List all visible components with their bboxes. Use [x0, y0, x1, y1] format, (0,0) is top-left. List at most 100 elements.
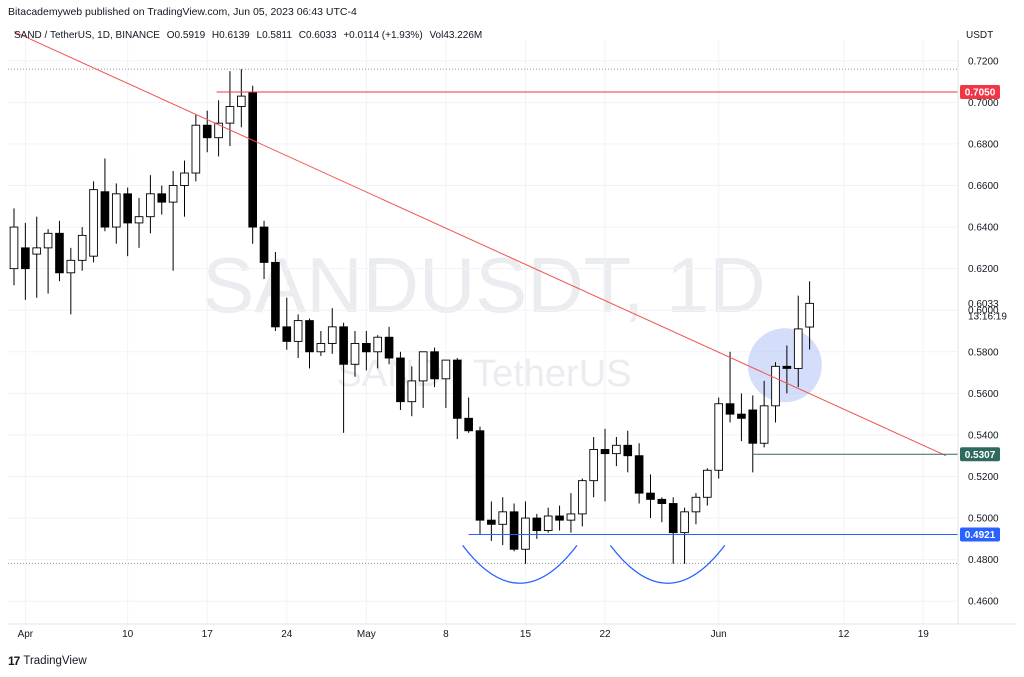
- candle-body: [168, 185, 178, 203]
- brand-name: TradingView: [23, 655, 87, 667]
- watermark-pair: SAND / TetherUS: [337, 353, 632, 395]
- price-tick-label: 0.5400: [968, 430, 999, 441]
- candle-body: [21, 247, 30, 270]
- high-label: H: [211, 30, 220, 41]
- candle-body: [634, 455, 644, 494]
- candle-body: [793, 328, 803, 369]
- footer-brand[interactable]: 17 TradingView: [8, 654, 87, 668]
- candle-body: [111, 193, 121, 228]
- bottom-arcs: [462, 544, 726, 584]
- time-axis[interactable]: Apr 10 17 24 May 8 15 22 Jun 12 19: [18, 629, 930, 640]
- time-tick-label: 17: [202, 629, 214, 640]
- symbol-name: SAND / TetherUS, 1D, BINANCE: [14, 30, 160, 41]
- support-low-level-label-bg: [960, 527, 1000, 542]
- candle-body: [521, 517, 530, 550]
- candle-body: [418, 351, 428, 382]
- candle-body: [680, 511, 689, 534]
- candle-body: [646, 492, 655, 500]
- watermark: SANDUSDT, 1D SAND / TetherUS: [202, 241, 765, 395]
- time-tick-label: 8: [443, 629, 449, 640]
- time-tick-label: 19: [918, 629, 930, 640]
- close-label: C: [298, 30, 306, 41]
- candle-body: [9, 226, 19, 270]
- open-label: O: [166, 30, 175, 41]
- price-axis[interactable]: 0.7200 0.7000 0.6800 0.6600 0.6400 0.6200 0.60…: [968, 56, 999, 607]
- candle-body: [316, 343, 326, 353]
- candle-body: [202, 124, 212, 139]
- candle-body: [498, 511, 508, 525]
- candle-body: [589, 449, 598, 482]
- candle-body: [89, 189, 98, 257]
- candle-body: [100, 191, 110, 228]
- candle-body: [66, 259, 76, 274]
- open-value: 0.5919: [174, 30, 206, 41]
- candle-body: [691, 496, 701, 513]
- currency-label: USDT: [966, 30, 994, 41]
- time-tick-label: Jun: [711, 629, 727, 640]
- candle-body: [771, 365, 780, 407]
- price-tick-label: 0.6200: [968, 264, 999, 275]
- candle-body: [566, 513, 576, 521]
- candle-body: [350, 343, 360, 365]
- change-value: +0.0114 (+1.93%): [343, 30, 423, 41]
- candle-body: [464, 417, 473, 432]
- candle-body: [327, 326, 337, 344]
- candle-body: [532, 517, 542, 531]
- current-price-label: 0.6033: [968, 299, 999, 310]
- time-tick-label: 24: [281, 629, 293, 640]
- candle-body: [452, 359, 462, 419]
- candle-body: [373, 336, 383, 353]
- candle-body: [600, 449, 610, 455]
- candle-body: [362, 343, 371, 353]
- candle-body: [225, 106, 235, 124]
- candle-body: [43, 232, 53, 249]
- price-tick-label: 0.7200: [968, 56, 999, 67]
- trendline: [13, 31, 947, 457]
- price-tick-label: 0.5200: [968, 472, 999, 483]
- time-tick-label: 22: [599, 629, 611, 640]
- price-tick-label: 0.4800: [968, 555, 999, 566]
- candle-body: [703, 469, 712, 498]
- annotation-lines: [13, 31, 958, 535]
- candle-body: [180, 172, 189, 186]
- candle-body: [475, 430, 485, 521]
- published-caption: Bitacademyweb published on TradingView.c…: [8, 6, 357, 18]
- candle-body: [612, 444, 621, 455]
- candle-body: [214, 122, 223, 139]
- price-tick-label: 0.6400: [968, 223, 999, 234]
- candle-body: [509, 511, 519, 550]
- price-tick-label: 0.6600: [968, 181, 999, 192]
- candle-body: [293, 320, 303, 342]
- candle-body: [577, 480, 587, 515]
- grid: [8, 40, 958, 624]
- symbol-legend: SAND / TetherUS, 1D, BINANCE O0.5919 H 0.…: [14, 30, 482, 41]
- candle-body: [77, 234, 87, 261]
- breakout-highlight-circle: [747, 328, 822, 403]
- watermark-symbol: SANDUSDT, 1D: [202, 241, 765, 329]
- time-tick-label: 10: [122, 629, 134, 640]
- time-tick-label: May: [357, 629, 376, 640]
- candle-body: [282, 326, 292, 342]
- close-value: 0.6033: [305, 30, 337, 41]
- candle-body: [396, 357, 405, 403]
- candle-body: [248, 91, 257, 228]
- tradingview-logo-icon: 17: [8, 654, 20, 668]
- candle-body: [441, 359, 451, 380]
- candle-body: [782, 365, 792, 369]
- candle-body: [555, 515, 564, 521]
- low-label: L: [256, 30, 263, 41]
- candle-body: [384, 336, 394, 359]
- breakout-circle: [747, 328, 822, 403]
- candle-body: [543, 515, 553, 531]
- candle-body: [430, 351, 439, 380]
- support-high-level-label: 0.5307: [965, 450, 996, 461]
- low-value: 0.5811: [262, 30, 292, 41]
- candle-body: [157, 193, 167, 203]
- candle-body: [748, 409, 758, 444]
- candle-body: [271, 261, 280, 328]
- candle-body: [191, 124, 201, 174]
- candle-body: [123, 193, 132, 224]
- volume-value: 43.226M: [443, 30, 483, 41]
